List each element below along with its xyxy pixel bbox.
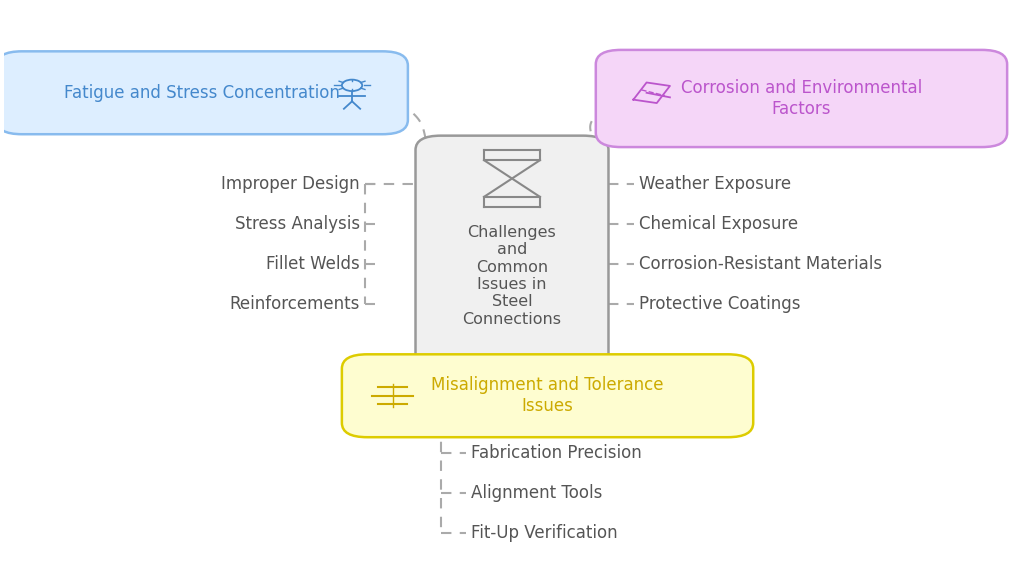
Text: Corrosion and Environmental
Factors: Corrosion and Environmental Factors [681,79,922,118]
Text: Weather Exposure: Weather Exposure [639,175,792,193]
Text: Fabrication Precision: Fabrication Precision [471,444,642,462]
Text: Reinforcements: Reinforcements [229,295,359,313]
Text: Stress Analysis: Stress Analysis [234,215,359,233]
Text: Fit-Up Verification: Fit-Up Verification [471,524,618,542]
Text: Challenges
and
Common
Issues in
Steel
Connections: Challenges and Common Issues in Steel Co… [463,224,561,327]
FancyBboxPatch shape [0,51,408,134]
Text: Fatigue and Stress Concentration: Fatigue and Stress Concentration [65,84,340,102]
Text: Improper Design: Improper Design [221,175,359,193]
Text: Protective Coatings: Protective Coatings [639,295,801,313]
Text: Chemical Exposure: Chemical Exposure [639,215,798,233]
Text: Alignment Tools: Alignment Tools [471,484,603,502]
Text: Misalignment and Tolerance
Issues: Misalignment and Tolerance Issues [431,376,664,415]
Text: Corrosion-Resistant Materials: Corrosion-Resistant Materials [639,255,882,273]
FancyBboxPatch shape [342,354,754,437]
FancyBboxPatch shape [596,50,1008,147]
FancyBboxPatch shape [416,136,608,416]
Text: Fillet Welds: Fillet Welds [266,255,359,273]
